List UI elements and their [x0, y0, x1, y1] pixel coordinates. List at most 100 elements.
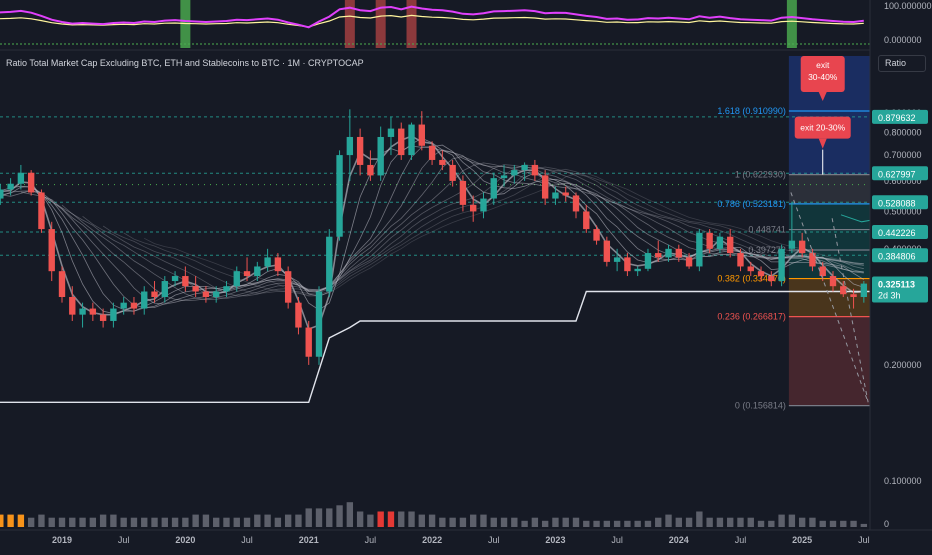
volume-bar-2023-02	[562, 517, 569, 527]
volume-bar-2021-11	[408, 511, 415, 527]
volume-bar-2020-01	[182, 517, 189, 527]
time-label-2: 2020	[175, 535, 195, 545]
volume-bar-2025-03	[819, 520, 826, 527]
price-label-0.528088: 0.528088	[878, 198, 916, 208]
volume-bar-2025-04	[829, 520, 837, 527]
callout-exit-20-30-pointer	[818, 138, 827, 149]
candle-body-2024-11	[778, 248, 785, 282]
candle-body-2021-03	[326, 236, 333, 292]
volume-bar-2019-07	[120, 517, 127, 527]
candle-body-2020-03	[202, 291, 210, 297]
candle-body-2025-07	[860, 283, 868, 297]
volume-bar-2023-04	[583, 520, 590, 527]
price-label-bg-0.442226	[872, 225, 928, 240]
time-label-0: 2019	[52, 535, 72, 545]
volume-bar-2024-08	[747, 517, 754, 527]
candle-body-2019-07	[120, 302, 127, 309]
candle-body-2023-05	[593, 229, 600, 241]
volume-bar-2019-05	[99, 514, 107, 527]
trailing-stop-line	[0, 290, 875, 403]
volume-bar-2025-05	[840, 520, 847, 527]
price-tick-0.800000: 0.800000	[884, 128, 922, 138]
volume-bar-2018-11	[38, 514, 45, 527]
candle-body-2023-09	[634, 268, 641, 272]
volume-bar-2021-06	[356, 511, 364, 527]
volume-bar-2020-05	[223, 517, 230, 527]
candle-body-2019-11	[161, 281, 168, 297]
candle-body-2022-05	[470, 204, 477, 212]
price-label-bg-0.627997	[872, 166, 928, 181]
candle-body-2019-06	[110, 308, 117, 321]
candle-body-2020-07	[243, 271, 251, 277]
volume-bar-2019-06	[110, 514, 117, 527]
volume-bar-2022-09	[511, 517, 518, 527]
volume-bar-2020-09	[264, 514, 271, 527]
price-label-bg-0.384806	[872, 248, 928, 263]
volume-bar-2018-10	[27, 517, 35, 527]
candle-body-2024-07	[737, 253, 744, 267]
candle-body-2018-07	[0, 189, 4, 199]
indicator-main-line	[0, 5, 864, 29]
price-label-bg-0.528088	[872, 195, 928, 210]
volume-bar-2019-01	[58, 517, 66, 527]
volume-bar-2025-02	[809, 517, 816, 527]
candle-body-2022-08	[500, 175, 508, 179]
volume-bar-2024-10	[768, 520, 775, 527]
volume-bar-2023-01	[552, 517, 559, 527]
candle-body-2020-04	[213, 291, 220, 297]
candle-body-2024-09	[757, 271, 765, 277]
time-label-3: Jul	[241, 535, 253, 545]
price-countdown: 2d 3h	[878, 291, 901, 301]
candle-body-2023-01	[552, 192, 559, 199]
candle-body-2024-06	[727, 236, 734, 254]
time-label-12: 2025	[792, 535, 812, 545]
candle-body-2024-10	[768, 276, 775, 282]
fib-label-0: 0 (0.156814)	[735, 401, 786, 411]
candle-body-2024-01	[675, 248, 682, 258]
scale-ratio-button[interactable]: Ratio	[878, 55, 926, 72]
candle-body-2020-05	[223, 286, 230, 292]
candle-body-2022-03	[449, 164, 456, 181]
candle-body-2020-06	[233, 271, 240, 287]
volume-bar-2024-07	[737, 517, 744, 527]
volume-bar-2024-04	[706, 517, 713, 527]
fib-label-0.236: 0.236 (0.266817)	[717, 312, 786, 322]
candle-body-2025-02	[809, 253, 816, 267]
volume-bar-2018-08	[7, 514, 14, 527]
candle-body-2022-06	[480, 198, 487, 212]
time-label-7: Jul	[488, 535, 500, 545]
candle-body-2018-09	[17, 172, 25, 184]
candle-body-2024-08	[747, 266, 754, 272]
volume-bar-2019-02	[69, 517, 76, 527]
volume-bar-2024-03	[696, 511, 703, 527]
price-tick-0.700000: 0.700000	[884, 150, 922, 160]
candle-body-2019-10	[151, 291, 158, 297]
volume-bar-2021-04	[336, 505, 343, 527]
callout-exit-30-40-pointer	[818, 91, 827, 101]
volume-bar-2020-03	[202, 514, 210, 527]
volume-bar-2019-12	[171, 517, 179, 527]
candle-body-2022-11	[531, 164, 539, 176]
volume-bar-2024-02	[685, 517, 693, 527]
candle-body-2023-04	[583, 211, 590, 230]
volume-bar-2024-09	[757, 520, 765, 527]
candle-body-2024-04	[706, 232, 713, 249]
volume-bar-2025-06	[850, 520, 857, 527]
volume-bar-2022-04	[459, 517, 467, 527]
time-label-13: Jul	[858, 535, 870, 545]
volume-bar-2024-01	[675, 517, 682, 527]
indicator-red-band-2021-08	[375, 0, 386, 48]
callout-exit-30-40-box	[800, 55, 845, 92]
volume-bar-2024-05	[716, 517, 724, 527]
candle-body-2025-03	[819, 266, 826, 277]
callout-exit-20-30-text: exit 20-30%	[800, 123, 845, 133]
volume-bar-2018-07	[0, 514, 4, 527]
volume-bar-2019-04	[89, 517, 97, 527]
candle-body-2020-08	[254, 266, 261, 277]
candle-body-2019-04	[89, 308, 97, 315]
price-label-0.384806: 0.384806	[878, 251, 916, 261]
volume-bar-2018-12	[48, 517, 55, 527]
candle-body-2020-02	[192, 286, 199, 292]
candle-body-2019-01	[58, 271, 66, 297]
volume-bar-2023-03	[572, 517, 580, 527]
